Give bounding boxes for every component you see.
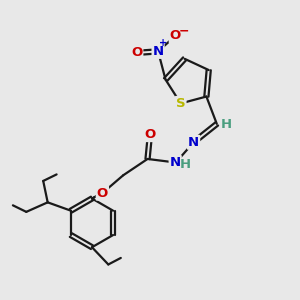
Text: O: O bbox=[170, 29, 181, 42]
Text: O: O bbox=[97, 187, 108, 200]
Text: N: N bbox=[188, 136, 199, 149]
Text: O: O bbox=[144, 128, 156, 141]
Text: O: O bbox=[131, 46, 142, 59]
Text: S: S bbox=[176, 97, 185, 110]
Text: N: N bbox=[169, 156, 181, 169]
Text: +: + bbox=[159, 38, 167, 48]
Text: H: H bbox=[180, 158, 191, 170]
Text: H: H bbox=[221, 118, 232, 131]
Text: N: N bbox=[153, 45, 164, 58]
Text: −: − bbox=[178, 24, 189, 37]
